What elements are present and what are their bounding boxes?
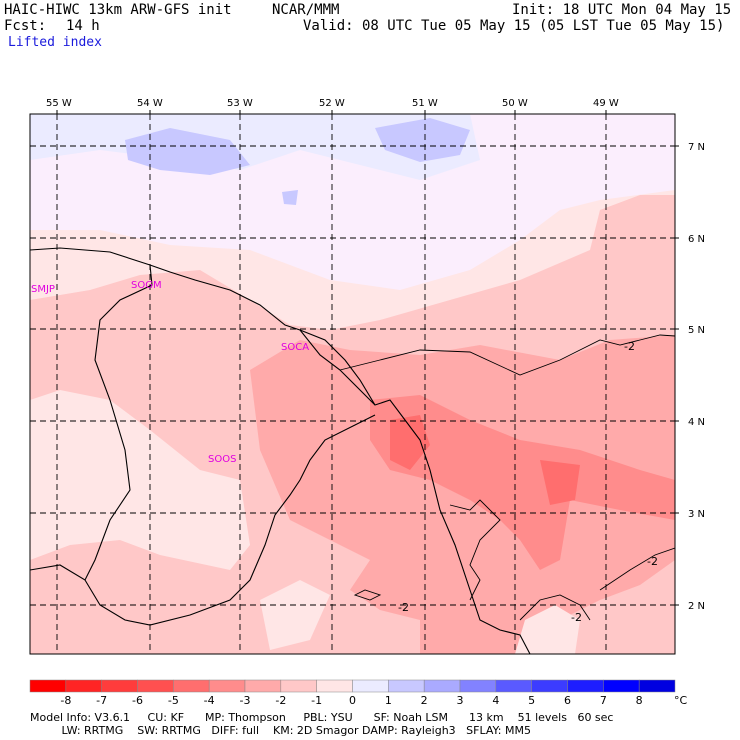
station-label: SOOS <box>208 454 236 465</box>
lat-lon-grid <box>30 114 675 654</box>
station-label: SOCA <box>281 342 309 353</box>
lon-label: 53 W <box>227 98 253 109</box>
lon-label: 54 W <box>137 98 163 109</box>
colorbar-tick-label: -7 <box>96 694 107 707</box>
model-title: HAIC-HIWC 13km ARW-GFS init <box>4 2 232 18</box>
axis-ticks <box>56 110 679 606</box>
colorbar-swatch <box>65 679 102 693</box>
contour-label: -2 <box>647 555 658 568</box>
colorbar-swatch <box>352 679 389 693</box>
contour-lines <box>339 334 675 621</box>
colorbar-swatch <box>173 679 210 693</box>
model-physics: LW: RRTMG SW: RRTMG DIFF: full KM: 2D Sm… <box>30 724 531 737</box>
colorbar-tick-label: 7 <box>600 694 607 707</box>
colorbar-swatch <box>316 679 353 693</box>
lat-label: 3 N <box>688 509 705 520</box>
colorbar-tick-label: -4 <box>204 694 215 707</box>
colorbar-tick-label: -1 <box>311 694 322 707</box>
lat-label: 6 N <box>688 234 705 245</box>
colorbar-tick-label: 3 <box>457 694 464 707</box>
contour-label: -2 <box>624 340 635 353</box>
lat-label: 5 N <box>688 325 705 336</box>
colorbar-swatch <box>137 679 174 693</box>
colorbar-tick-label: -8 <box>60 694 71 707</box>
colorbar-tick-label: -2 <box>275 694 286 707</box>
colorbar-swatch <box>638 679 676 693</box>
lat-label: 7 N <box>688 142 705 153</box>
org-label: NCAR/MMM <box>272 2 340 18</box>
colorbar-swatch <box>280 679 317 693</box>
plot-frame <box>29 113 676 655</box>
lon-label: 55 W <box>46 98 72 109</box>
contour-label: -2 <box>571 611 582 624</box>
colorbar-swatch <box>208 679 246 693</box>
colorbar-tick-label: -3 <box>240 694 251 707</box>
colorbar-tick-label: 4 <box>492 694 499 707</box>
valid-time: Valid: 08 UTC Tue 05 May 15 (05 LST Tue … <box>303 18 725 34</box>
shaded-field <box>30 114 675 654</box>
colorbar-tick-label: 8 <box>636 694 643 707</box>
station-label: SMJP <box>31 284 55 295</box>
colorbar-tick-label: -5 <box>168 694 179 707</box>
colorbar-swatch <box>495 679 532 693</box>
contour-label: -2 <box>398 601 409 614</box>
colorbar-tick-label: 5 <box>528 694 535 707</box>
station-label: SOGM <box>131 280 162 291</box>
colorbar-tick-label: 0 <box>349 694 356 707</box>
coastline <box>30 247 531 654</box>
colorbar-swatch <box>531 679 568 693</box>
colorbar-swatch <box>388 679 425 693</box>
colorbar-tick-label: 2 <box>421 694 428 707</box>
colorbar-tick-label: 6 <box>564 694 571 707</box>
lon-label: 52 W <box>319 98 345 109</box>
colorbar: -8 -7 -6 -5 -4 -3 -2 -1 0 1 2 3 4 5 6 7 8 <box>29 679 676 707</box>
forecast-label: Fcst: <box>4 18 47 34</box>
colorbar-swatch <box>603 679 640 693</box>
lat-label: 2 N <box>688 601 705 612</box>
colorbar-swatch <box>29 679 67 693</box>
lon-label: 51 W <box>412 98 438 109</box>
colorbar-swatch <box>567 679 604 693</box>
colorbar-tick-label: 1 <box>385 694 392 707</box>
colorbar-swatch <box>244 679 282 693</box>
colorbar-tick-label: -6 <box>132 694 143 707</box>
init-time: Init: 18 UTC Mon 04 May 15 <box>512 2 732 18</box>
colorbar-swatch <box>423 679 461 693</box>
model-info: Model Info: V3.6.1 CU: KF MP: Thompson P… <box>30 711 614 724</box>
lon-label: 49 W <box>593 98 619 109</box>
colorbar-swatch <box>459 679 497 693</box>
lon-label: 50 W <box>502 98 528 109</box>
colorbar-unit: °C <box>674 694 688 707</box>
field-name: Lifted index <box>8 35 102 50</box>
colorbar-swatch <box>101 679 138 693</box>
forecast-hour: 14 h <box>66 18 100 34</box>
lat-label: 4 N <box>688 417 705 428</box>
